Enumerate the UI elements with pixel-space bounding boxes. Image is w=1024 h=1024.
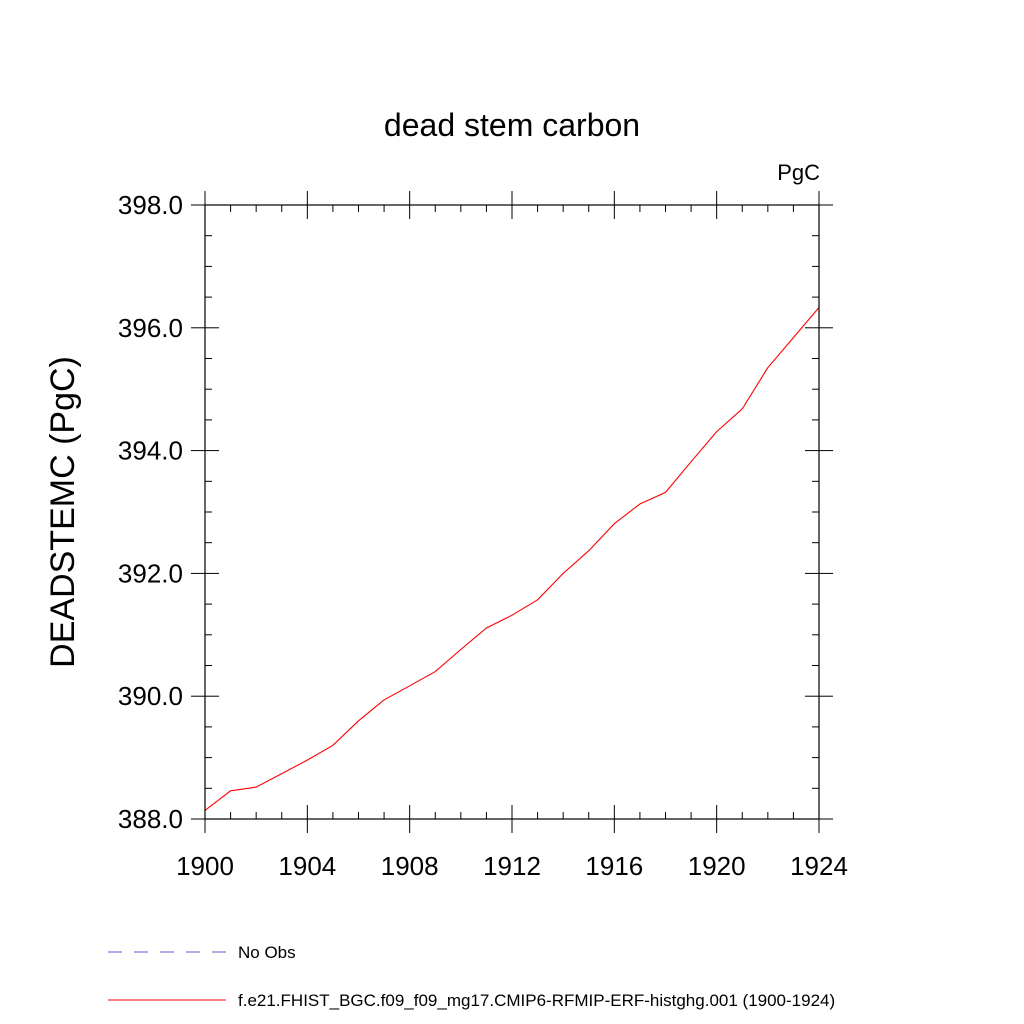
series-line	[204, 307, 820, 811]
y-tick-label: 398.0	[118, 190, 183, 220]
tick-labels: 1900 1904 1908 1912 1916 1920 1924 388.0 390.0 39…	[118, 190, 848, 881]
axis-ticks	[191, 191, 833, 833]
y-tick-label: 392.0	[118, 558, 183, 588]
legend: No Obs f.e21.FHIST_BGC.f09_f09_mg17.CMIP…	[108, 943, 835, 1010]
legend-label-no-obs: No Obs	[238, 943, 296, 962]
x-tick-label: 1900	[176, 851, 234, 881]
x-tick-label: 1904	[278, 851, 336, 881]
x-tick-label: 1912	[483, 851, 541, 881]
y-tick-label: 396.0	[118, 313, 183, 343]
y-tick-label: 394.0	[118, 436, 183, 466]
x-tick-label: 1924	[790, 851, 848, 881]
legend-label-model-run: f.e21.FHIST_BGC.f09_f09_mg17.CMIP6-RFMIP…	[238, 991, 835, 1010]
series-layer	[204, 307, 820, 811]
chart-title: dead stem carbon	[384, 107, 640, 143]
x-tick-label: 1908	[381, 851, 439, 881]
y-tick-label: 388.0	[118, 804, 183, 834]
y-tick-label: 390.0	[118, 681, 183, 711]
units-label: PgC	[777, 160, 820, 185]
x-tick-label: 1920	[688, 851, 746, 881]
plot-frame	[204, 204, 820, 820]
y-axis-label: DEADSTEMC (PgC)	[44, 356, 82, 668]
x-tick-label: 1916	[585, 851, 643, 881]
